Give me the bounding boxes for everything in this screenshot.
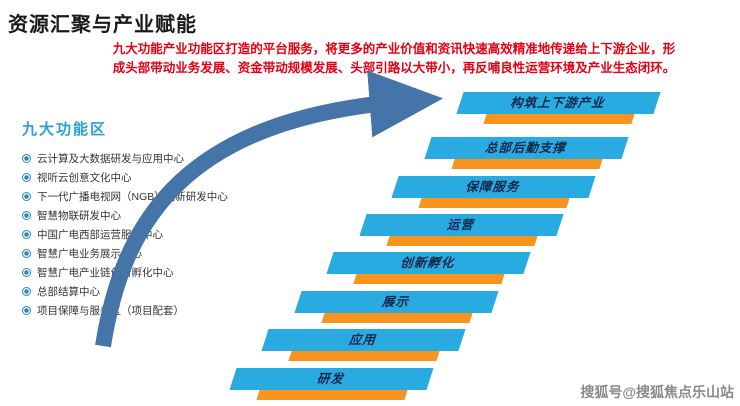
- list-item-label: 项目保障与服务区（项目配套）: [37, 305, 184, 317]
- stair-step: 构筑上下游产业: [456, 92, 661, 124]
- stair-step: 应用: [261, 329, 466, 361]
- description-line-2: 成头部带动业务发展、资金带动规模发展、头部引路以大带小，再反哺良性运营环境及产业…: [112, 61, 676, 75]
- page-title: 资源汇聚与产业赋能: [8, 14, 197, 36]
- list-item-label: 总部结算中心: [37, 286, 100, 298]
- description-line-1: 九大功能产业功能区打造的平台服务，将更多的产业价值和资讯快速高效精准地传递给上下…: [112, 42, 676, 56]
- stair-step-label: 应用: [261, 329, 466, 351]
- bullet-icon: [22, 192, 31, 201]
- stair-step-base: [352, 274, 505, 284]
- stair-step-label: 运营: [359, 214, 564, 236]
- watermark: 搜狐号@搜狐焦点乐山站: [580, 384, 734, 400]
- function-zone-panel: 九大功能区 云计算及大数据研发与应用中心 视听云创意文化中心 下一代广播电视网（…: [22, 118, 247, 320]
- stair-step: 保障服务: [391, 176, 596, 208]
- stair-step-base: [450, 159, 603, 169]
- bullet-icon: [22, 268, 31, 277]
- stair-step-base: [320, 313, 473, 323]
- bullet-icon: [22, 173, 31, 182]
- list-item-label: 云计算及大数据研发与应用中心: [37, 153, 184, 165]
- stair-step-base: [482, 114, 635, 124]
- list-item-label: 下一代广播电视网（NGB）创新研发中心: [37, 191, 228, 203]
- bullet-icon: [22, 211, 31, 220]
- stair-step-label: 总部后勤支撑: [424, 137, 629, 159]
- stair-step: 总部后勤支撑: [424, 137, 629, 169]
- list-item: 智慧物联研发中心: [22, 206, 247, 225]
- bullet-icon: [22, 249, 31, 258]
- stair-step-label: 保障服务: [391, 176, 596, 198]
- stair-step: 研发: [229, 368, 434, 400]
- list-item: 云计算及大数据研发与应用中心: [22, 149, 247, 168]
- stair-step: 创新孵化: [326, 252, 531, 284]
- stair-step-base: [287, 351, 440, 361]
- bullet-icon: [22, 306, 31, 315]
- stair-step-label: 展示: [294, 291, 499, 313]
- list-item: 总部结算中心: [22, 282, 247, 301]
- stair-step-base: [255, 390, 408, 400]
- bullet-icon: [22, 287, 31, 296]
- list-item-label: 中国广电西部运营服务中心: [37, 229, 163, 241]
- list-item: 中国广电西部运营服务中心: [22, 225, 247, 244]
- bullet-icon: [22, 230, 31, 239]
- list-item: 视听云创意文化中心: [22, 168, 247, 187]
- stair-step-base: [417, 198, 570, 208]
- stair-step-base: [385, 236, 538, 246]
- list-item-label: 智慧广电产业链创新孵化中心: [37, 267, 174, 279]
- stair-step-label: 构筑上下游产业: [456, 92, 661, 114]
- stair-step: 展示: [294, 291, 499, 323]
- bullet-icon: [22, 154, 31, 163]
- list-item-label: 视听云创意文化中心: [37, 172, 132, 184]
- list-item-label: 智慧广电业务展示中心: [37, 248, 142, 260]
- list-item-label: 智慧物联研发中心: [37, 210, 121, 222]
- function-zone-title: 九大功能区: [22, 121, 108, 138]
- stair-step-label: 研发: [229, 368, 434, 390]
- stair-step: 运营: [359, 214, 564, 246]
- function-zone-list: 云计算及大数据研发与应用中心 视听云创意文化中心 下一代广播电视网（NGB）创新…: [22, 149, 247, 320]
- list-item: 下一代广播电视网（NGB）创新研发中心: [22, 187, 247, 206]
- list-item: 智慧广电业务展示中心: [22, 244, 247, 263]
- stair-step-label: 创新孵化: [326, 252, 531, 274]
- list-item: 项目保障与服务区（项目配套）: [22, 301, 247, 320]
- list-item: 智慧广电产业链创新孵化中心: [22, 263, 247, 282]
- description-text: 九大功能产业功能区打造的平台服务，将更多的产业价值和资讯快速高效精准地传递给上下…: [55, 40, 733, 78]
